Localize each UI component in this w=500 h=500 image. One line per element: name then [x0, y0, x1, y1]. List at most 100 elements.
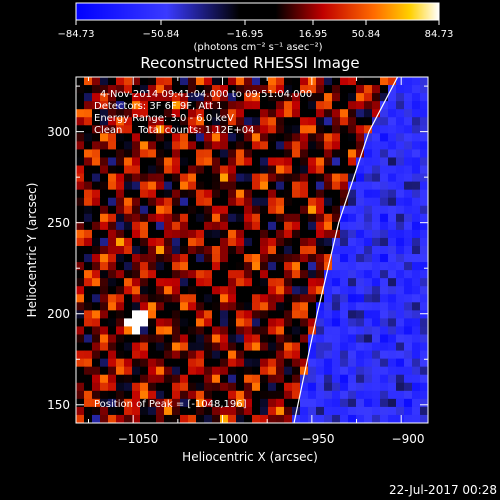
- heatmap-cell: [108, 350, 117, 360]
- heatmap-cell: [260, 334, 269, 344]
- heatmap-cell: [100, 262, 109, 271]
- heatmap-cell: [332, 334, 341, 344]
- heatmap-cell: [116, 358, 125, 368]
- heatmap-cell: [332, 77, 341, 86]
- heatmap-cell: [236, 406, 245, 416]
- heatmap-cell: [372, 302, 381, 311]
- heatmap-cell: [100, 157, 109, 167]
- heatmap-cell: [100, 245, 109, 255]
- heatmap-cell: [412, 245, 421, 255]
- heatmap-cell: [132, 310, 141, 319]
- heatmap-cell: [324, 270, 333, 279]
- heatmap-cell: [412, 141, 421, 151]
- heatmap-cell: [252, 390, 261, 400]
- heatmap-cell: [108, 77, 117, 86]
- heatmap-cell: [340, 229, 349, 239]
- heatmap-cell: [308, 286, 317, 295]
- heatmap-cell: [252, 85, 261, 94]
- heatmap-cell: [156, 189, 165, 199]
- heatmap-cell: [372, 133, 381, 142]
- heatmap-cell: [412, 77, 421, 86]
- heatmap-cell: [76, 342, 85, 352]
- heatmap-cell: [116, 165, 125, 175]
- heatmap-cell: [244, 302, 253, 311]
- heatmap-cell: [108, 125, 117, 134]
- heatmap-cell: [372, 406, 381, 416]
- heatmap-cell: [164, 270, 173, 279]
- heatmap-cell: [412, 294, 421, 303]
- heatmap-cell: [380, 254, 389, 263]
- heatmap-cell: [420, 406, 428, 416]
- heatmap-cell: [412, 133, 421, 142]
- heatmap-cell: [292, 157, 301, 167]
- heatmap-cell: [276, 278, 285, 287]
- heatmap-cell: [244, 414, 253, 423]
- heatmap-cell: [244, 101, 253, 110]
- heatmap-cell: [396, 109, 405, 118]
- heatmap-cell: [316, 197, 325, 207]
- heatmap-cell: [172, 141, 181, 151]
- heatmap-cell: [284, 398, 293, 408]
- heatmap-cell: [212, 149, 221, 159]
- heatmap-cell: [228, 133, 237, 142]
- heatmap-cell: [212, 374, 221, 384]
- heatmap-cell: [220, 77, 229, 86]
- heatmap-cell: [316, 189, 325, 199]
- heatmap-cell: [396, 245, 405, 255]
- heatmap-cell: [396, 173, 405, 183]
- heatmap-cell: [292, 237, 301, 247]
- heatmap-cell: [364, 165, 373, 175]
- heatmap-cell: [84, 77, 93, 86]
- heatmap-cell: [172, 165, 181, 175]
- heatmap-cell: [180, 302, 189, 311]
- heatmap-cell: [244, 374, 253, 384]
- heatmap-cell: [140, 189, 149, 199]
- heatmap-cell: [236, 358, 245, 368]
- heatmap-cell: [124, 294, 133, 303]
- heatmap-cell: [356, 366, 365, 376]
- heatmap-cell: [100, 141, 109, 151]
- heatmap-cell: [140, 406, 149, 416]
- chart-title: Reconstructed RHESSI Image: [140, 54, 359, 72]
- heatmap-cell: [124, 197, 133, 207]
- heatmap-cell: [124, 270, 133, 279]
- heatmap-cell: [364, 245, 373, 255]
- heatmap-cell: [284, 286, 293, 295]
- heatmap-cell: [380, 398, 389, 408]
- heatmap-cell: [396, 149, 405, 159]
- heatmap-cell: [156, 278, 165, 287]
- heatmap-cell: [228, 374, 237, 384]
- heatmap-cell: [356, 189, 365, 199]
- heatmap-cell: [108, 189, 117, 199]
- heatmap-cell: [132, 165, 141, 175]
- heatmap-cell: [92, 85, 101, 94]
- heatmap-cell: [308, 318, 317, 328]
- heatmap-cell: [180, 278, 189, 287]
- heatmap-cell: [236, 318, 245, 328]
- heatmap-cell: [276, 109, 285, 118]
- heatmap-cell: [412, 406, 421, 416]
- heatmap-cell: [348, 326, 357, 336]
- heatmap-cell: [100, 318, 109, 328]
- heatmap-cell: [140, 318, 149, 328]
- heatmap-cell: [332, 101, 341, 110]
- heatmap-cell: [204, 318, 213, 328]
- heatmap-cell: [332, 133, 341, 142]
- heatmap-cell: [76, 414, 85, 423]
- heatmap-cell: [236, 310, 245, 319]
- heatmap-cell: [356, 294, 365, 303]
- heatmap-cell: [380, 93, 389, 102]
- heatmap-cell: [316, 205, 325, 215]
- heatmap-cell: [396, 189, 405, 199]
- heatmap-cell: [380, 358, 389, 368]
- heatmap-cell: [156, 221, 165, 231]
- heatmap-cell: [196, 93, 205, 102]
- heatmap-cell: [108, 382, 117, 392]
- heatmap-cell: [268, 101, 277, 110]
- heatmap-cell: [404, 181, 413, 191]
- heatmap-cell: [92, 197, 101, 207]
- heatmap-cell: [212, 390, 221, 400]
- heatmap-cell: [140, 390, 149, 400]
- heatmap-cell: [116, 173, 125, 183]
- heatmap-cell: [260, 245, 269, 255]
